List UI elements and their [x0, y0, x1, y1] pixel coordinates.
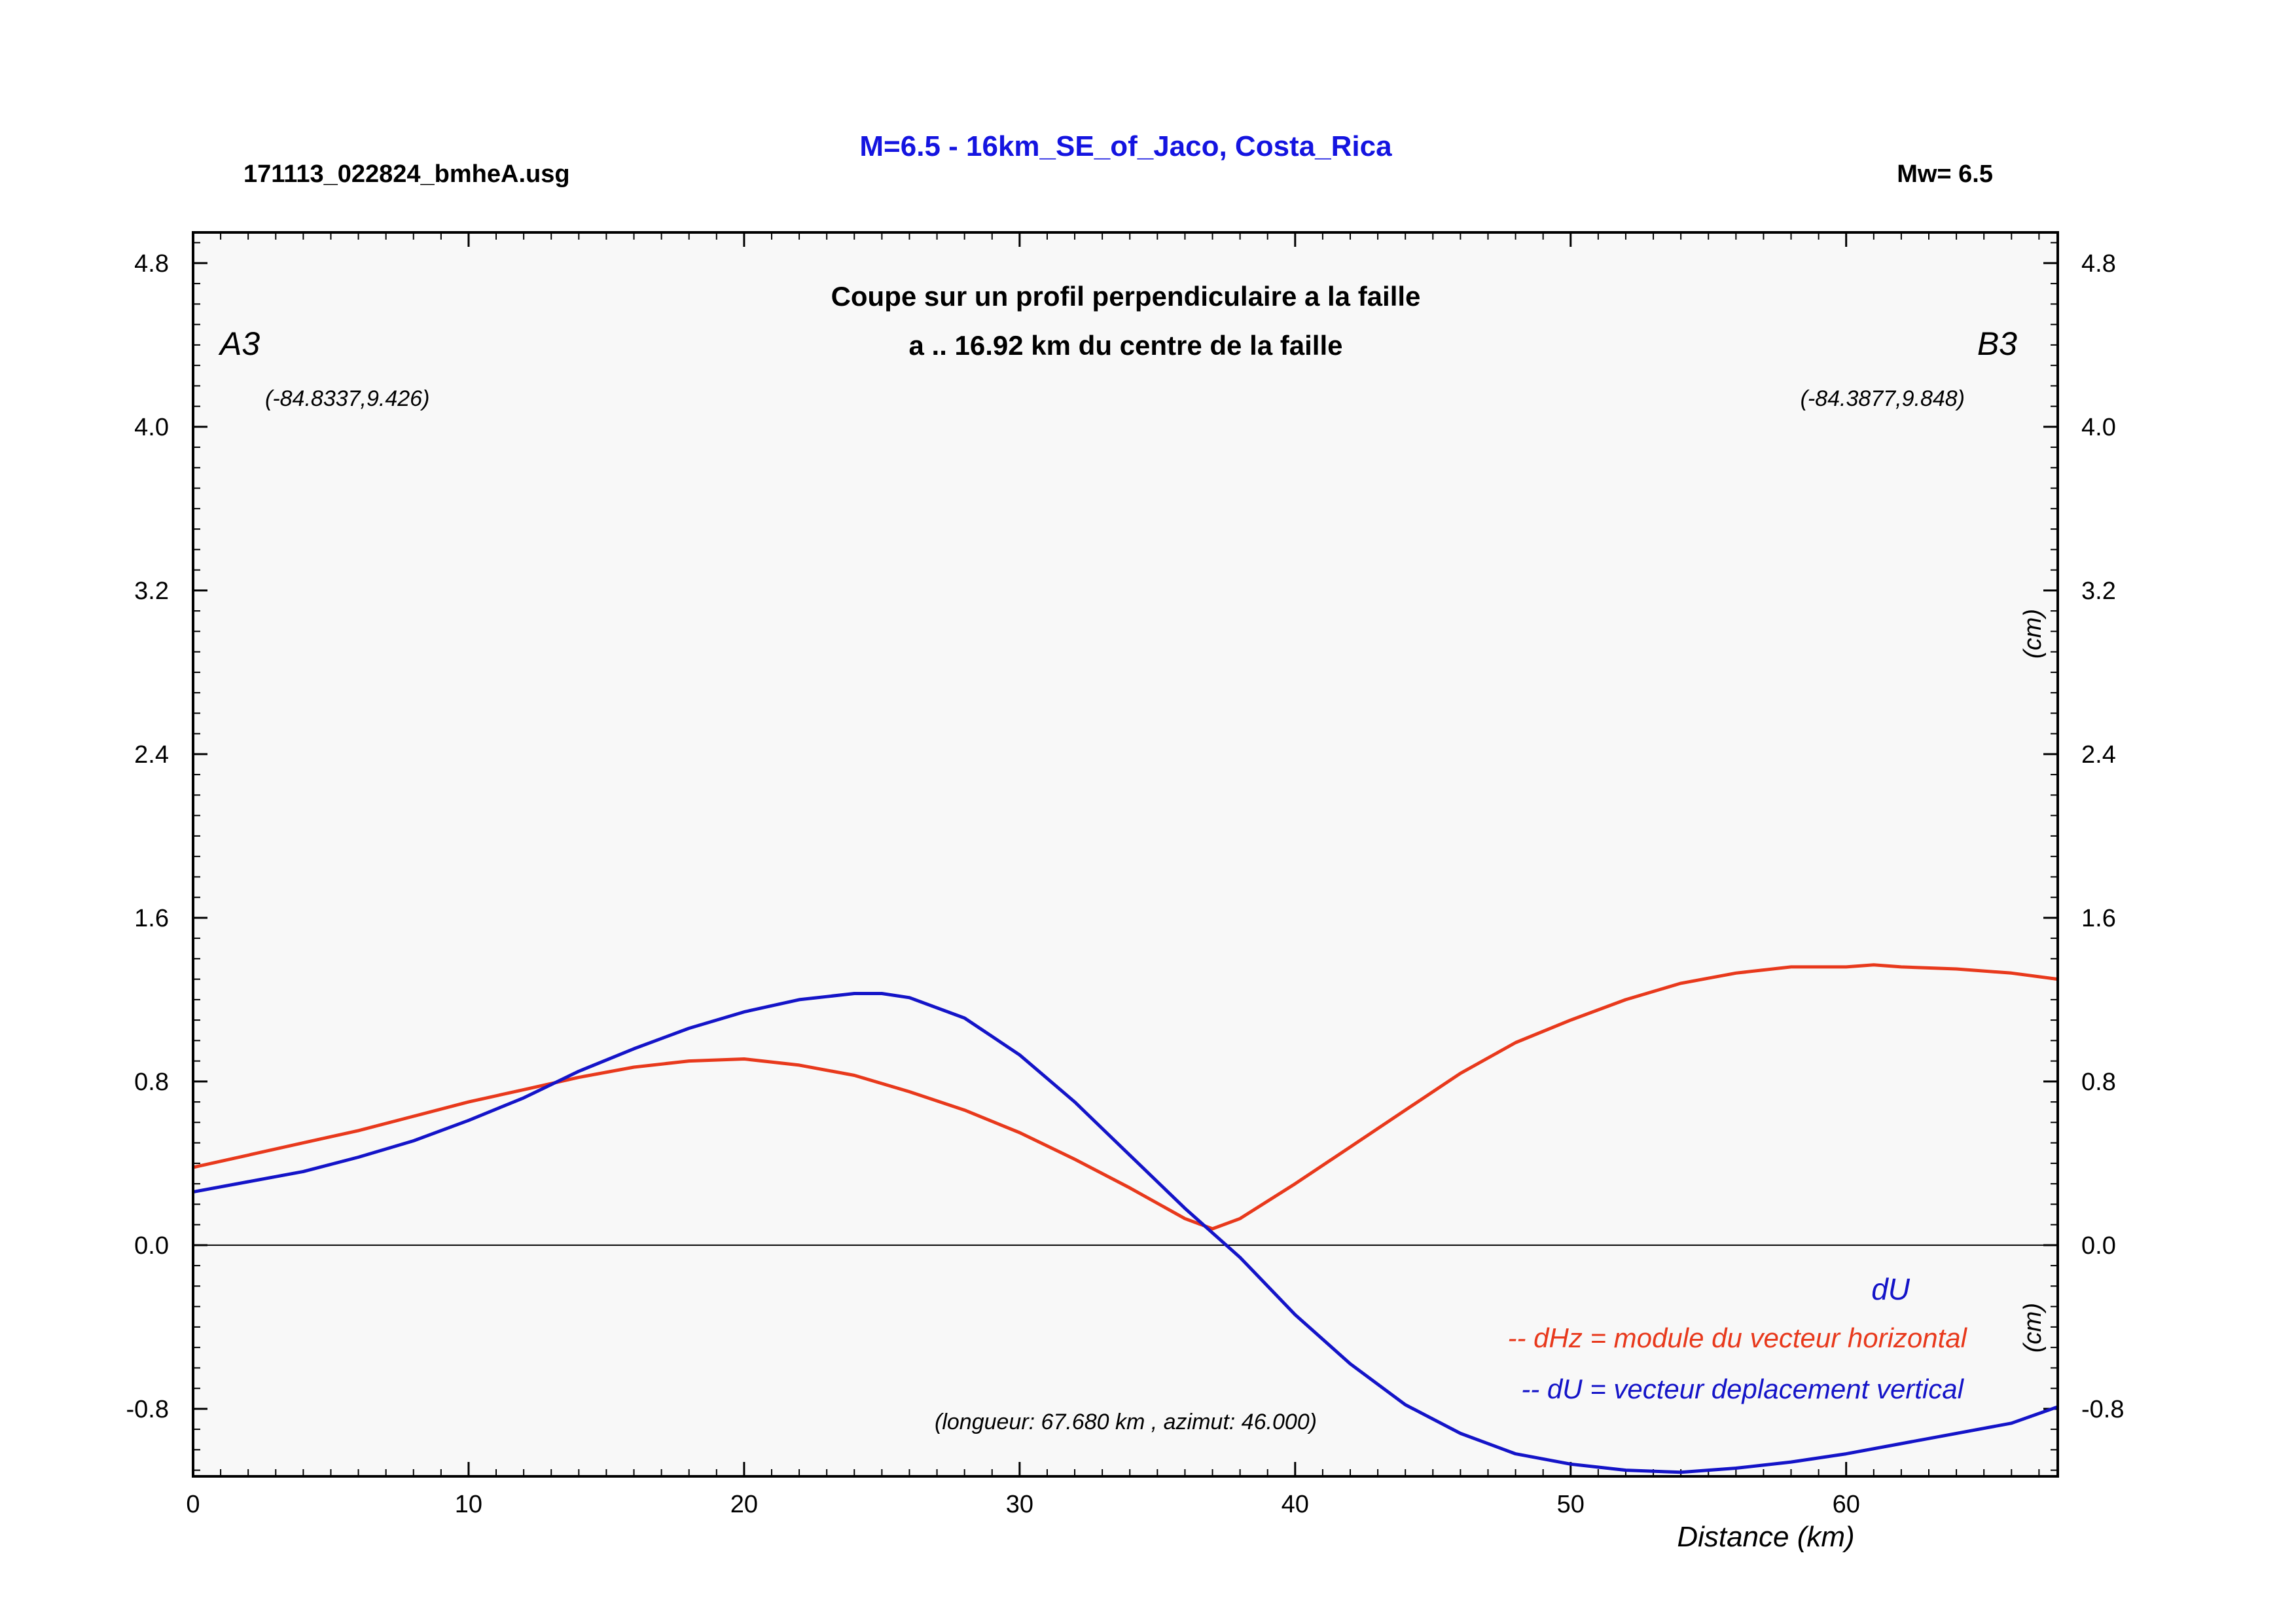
y-tick-label-left: 2.4	[134, 741, 169, 769]
profile-subtitle-1: Coupe sur un profil perpendiculaire a la…	[831, 281, 1421, 312]
plot-area	[193, 232, 2058, 1476]
y-tick-label-left: 3.2	[134, 577, 169, 605]
x-axis-label: Distance (km)	[1677, 1521, 1854, 1553]
x-tick-label: 0	[186, 1491, 200, 1518]
y-tick-label-left: 1.6	[134, 905, 169, 932]
x-tick-label: 40	[1282, 1491, 1309, 1518]
plot-frame	[192, 231, 2059, 1478]
end-point-label: B3	[1977, 325, 2017, 362]
magnitude-label: Mw= 6.5	[1897, 160, 1993, 188]
y-tick-label-left: 0.0	[134, 1232, 169, 1260]
series-group	[192, 963, 2058, 1474]
y-tick-label-left: -0.8	[126, 1396, 169, 1423]
y-tick-label-right: 2.4	[2081, 741, 2116, 769]
x-tick-label: 60	[1833, 1491, 1860, 1518]
y-tick-label-right: 4.8	[2081, 250, 2116, 278]
start-point-label: A3	[218, 325, 260, 362]
du-series-label: dU	[1871, 1272, 1910, 1306]
profile-length-note: (longueur: 67.680 km , azimut: 46.000)	[935, 1410, 1317, 1434]
y-tick-label-left: 0.8	[134, 1068, 169, 1096]
unit-label-lower: (cm)	[2019, 1303, 2047, 1353]
y-tick-label-right: -0.8	[2081, 1396, 2124, 1423]
start-point-coords: (-84.8337,9.426)	[265, 386, 429, 411]
legend-du: -- dU = vecteur deplacement vertical	[1521, 1374, 1964, 1404]
y-tick-label-left: 4.8	[134, 250, 169, 278]
unit-label-upper: (cm)	[2019, 609, 2047, 659]
series-line-dU	[192, 992, 2058, 1474]
y-tick-label-right: 4.0	[2081, 414, 2116, 441]
file-name: 171113_022824_bmheA.usg	[243, 160, 570, 188]
y-tick-label-right: 1.6	[2081, 905, 2116, 932]
series-line-dHz	[192, 963, 2058, 1231]
x-tick-label: 10	[455, 1491, 482, 1518]
x-tick-label: 20	[730, 1491, 758, 1518]
y-tick-label-right: 3.2	[2081, 577, 2116, 605]
chart-title: M=6.5 - 16km_SE_of_Jaco, Costa_Rica	[859, 130, 1392, 162]
x-tick-label: 50	[1557, 1491, 1585, 1518]
x-tick-label: 30	[1006, 1491, 1033, 1518]
profile-subtitle-2: a .. 16.92 km du centre de la faille	[909, 330, 1343, 361]
y-tick-label-left: 4.0	[134, 414, 169, 441]
legend-dhz: -- dHz = module du vecteur horizontal	[1507, 1322, 1967, 1353]
end-point-coords: (-84.3877,9.848)	[1801, 386, 1965, 411]
y-tick-label-right: 0.0	[2081, 1232, 2116, 1260]
y-tick-label-right: 0.8	[2081, 1068, 2116, 1096]
